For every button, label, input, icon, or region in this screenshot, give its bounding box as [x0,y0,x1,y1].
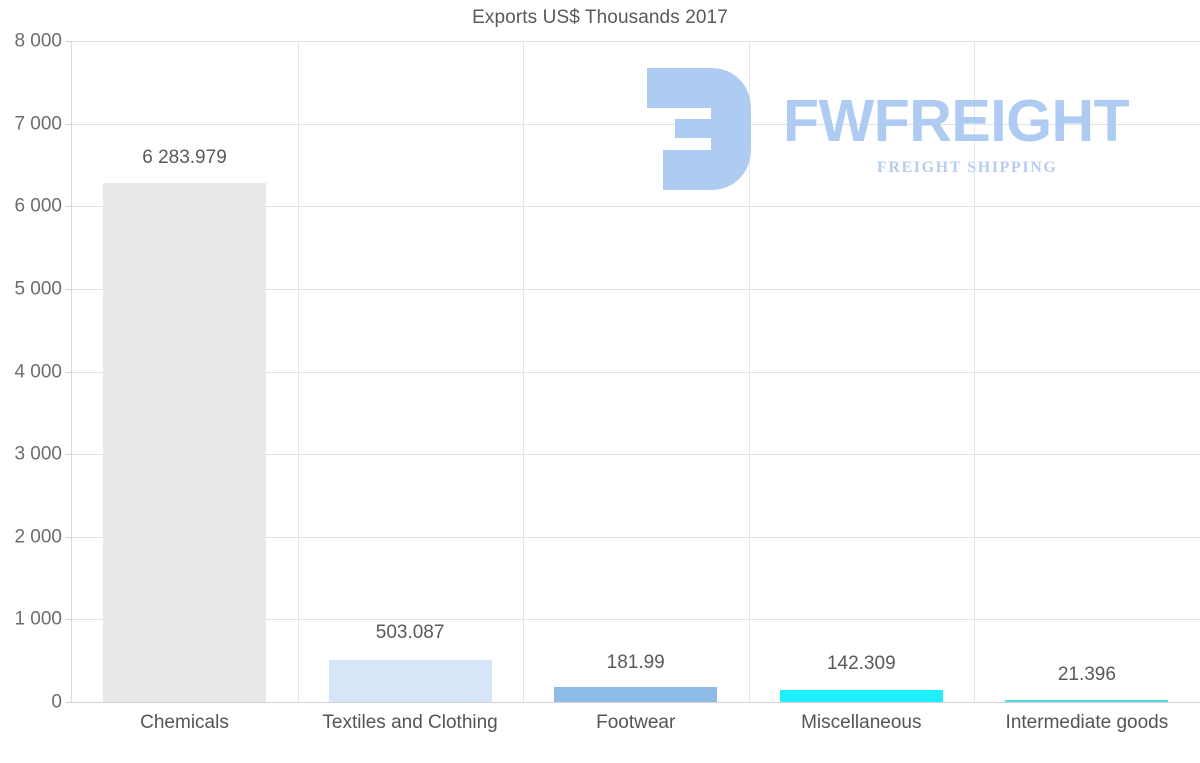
category-label-intermediate-goods: Intermediate goods [1005,712,1169,733]
value-label-textiles-and-clothing: 503.087 [375,622,445,643]
y-tick-label: 3 000 [14,443,62,465]
gridline-horizontal [72,206,1200,208]
y-tick-label: 5 000 [14,278,62,300]
bar-chemicals[interactable] [103,182,266,702]
y-tick-mark [66,206,72,208]
gridline-vertical [974,41,976,702]
y-axis-line [71,41,72,702]
chart-title: Exports US$ Thousands 2017 [472,7,728,28]
gridline-horizontal [72,371,1200,373]
gridline-horizontal [72,41,1200,42]
bar-footwear[interactable] [554,687,718,702]
y-tick-label: 0 [51,691,62,713]
category-label-textiles-and-clothing: Textiles and Clothing [322,712,498,733]
plot-area [71,41,1200,703]
x-axis-line [71,702,1200,703]
gridline-vertical [297,41,299,702]
y-tick-mark [66,288,72,290]
y-tick-label: 1 000 [14,608,62,630]
y-tick-mark [66,371,72,373]
gridline-horizontal [72,536,1200,538]
y-axis: 8 000 7 000 6 000 5 000 4 000 3 000 2 00… [0,32,72,712]
gridline-horizontal [72,454,1200,456]
category-label-footwear: Footwear [596,712,676,733]
bar-textiles-and-clothing[interactable] [328,660,492,702]
gridline-horizontal [72,619,1200,621]
y-tick-label: 2 000 [14,526,62,548]
y-tick-mark [66,619,72,621]
category-label-miscellaneous: Miscellaneous [801,712,922,733]
value-label-intermediate-goods: 21.396 [1057,664,1116,685]
y-tick-mark [66,454,72,456]
y-tick-mark [66,702,72,703]
value-label-footwear: 181.99 [606,652,665,673]
y-tick-label: 7 000 [14,113,62,135]
y-tick-label: 6 000 [14,195,62,217]
gridline-vertical [748,41,750,702]
category-label-chemicals: Chemicals [140,712,229,733]
y-tick-label: 8 000 [14,30,62,52]
value-label-miscellaneous: 142.309 [826,653,896,674]
y-tick-mark [66,123,72,125]
gridline-vertical [523,41,525,702]
gridline-horizontal [72,123,1200,125]
y-tick-mark [66,41,72,42]
value-label-chemicals: 6 283.979 [142,147,227,168]
bar-miscellaneous[interactable] [779,690,943,702]
y-tick-label: 4 000 [14,361,62,382]
bar-intermediate-goods[interactable] [1005,699,1169,702]
gridline-horizontal [72,288,1200,290]
y-tick-mark [66,536,72,538]
